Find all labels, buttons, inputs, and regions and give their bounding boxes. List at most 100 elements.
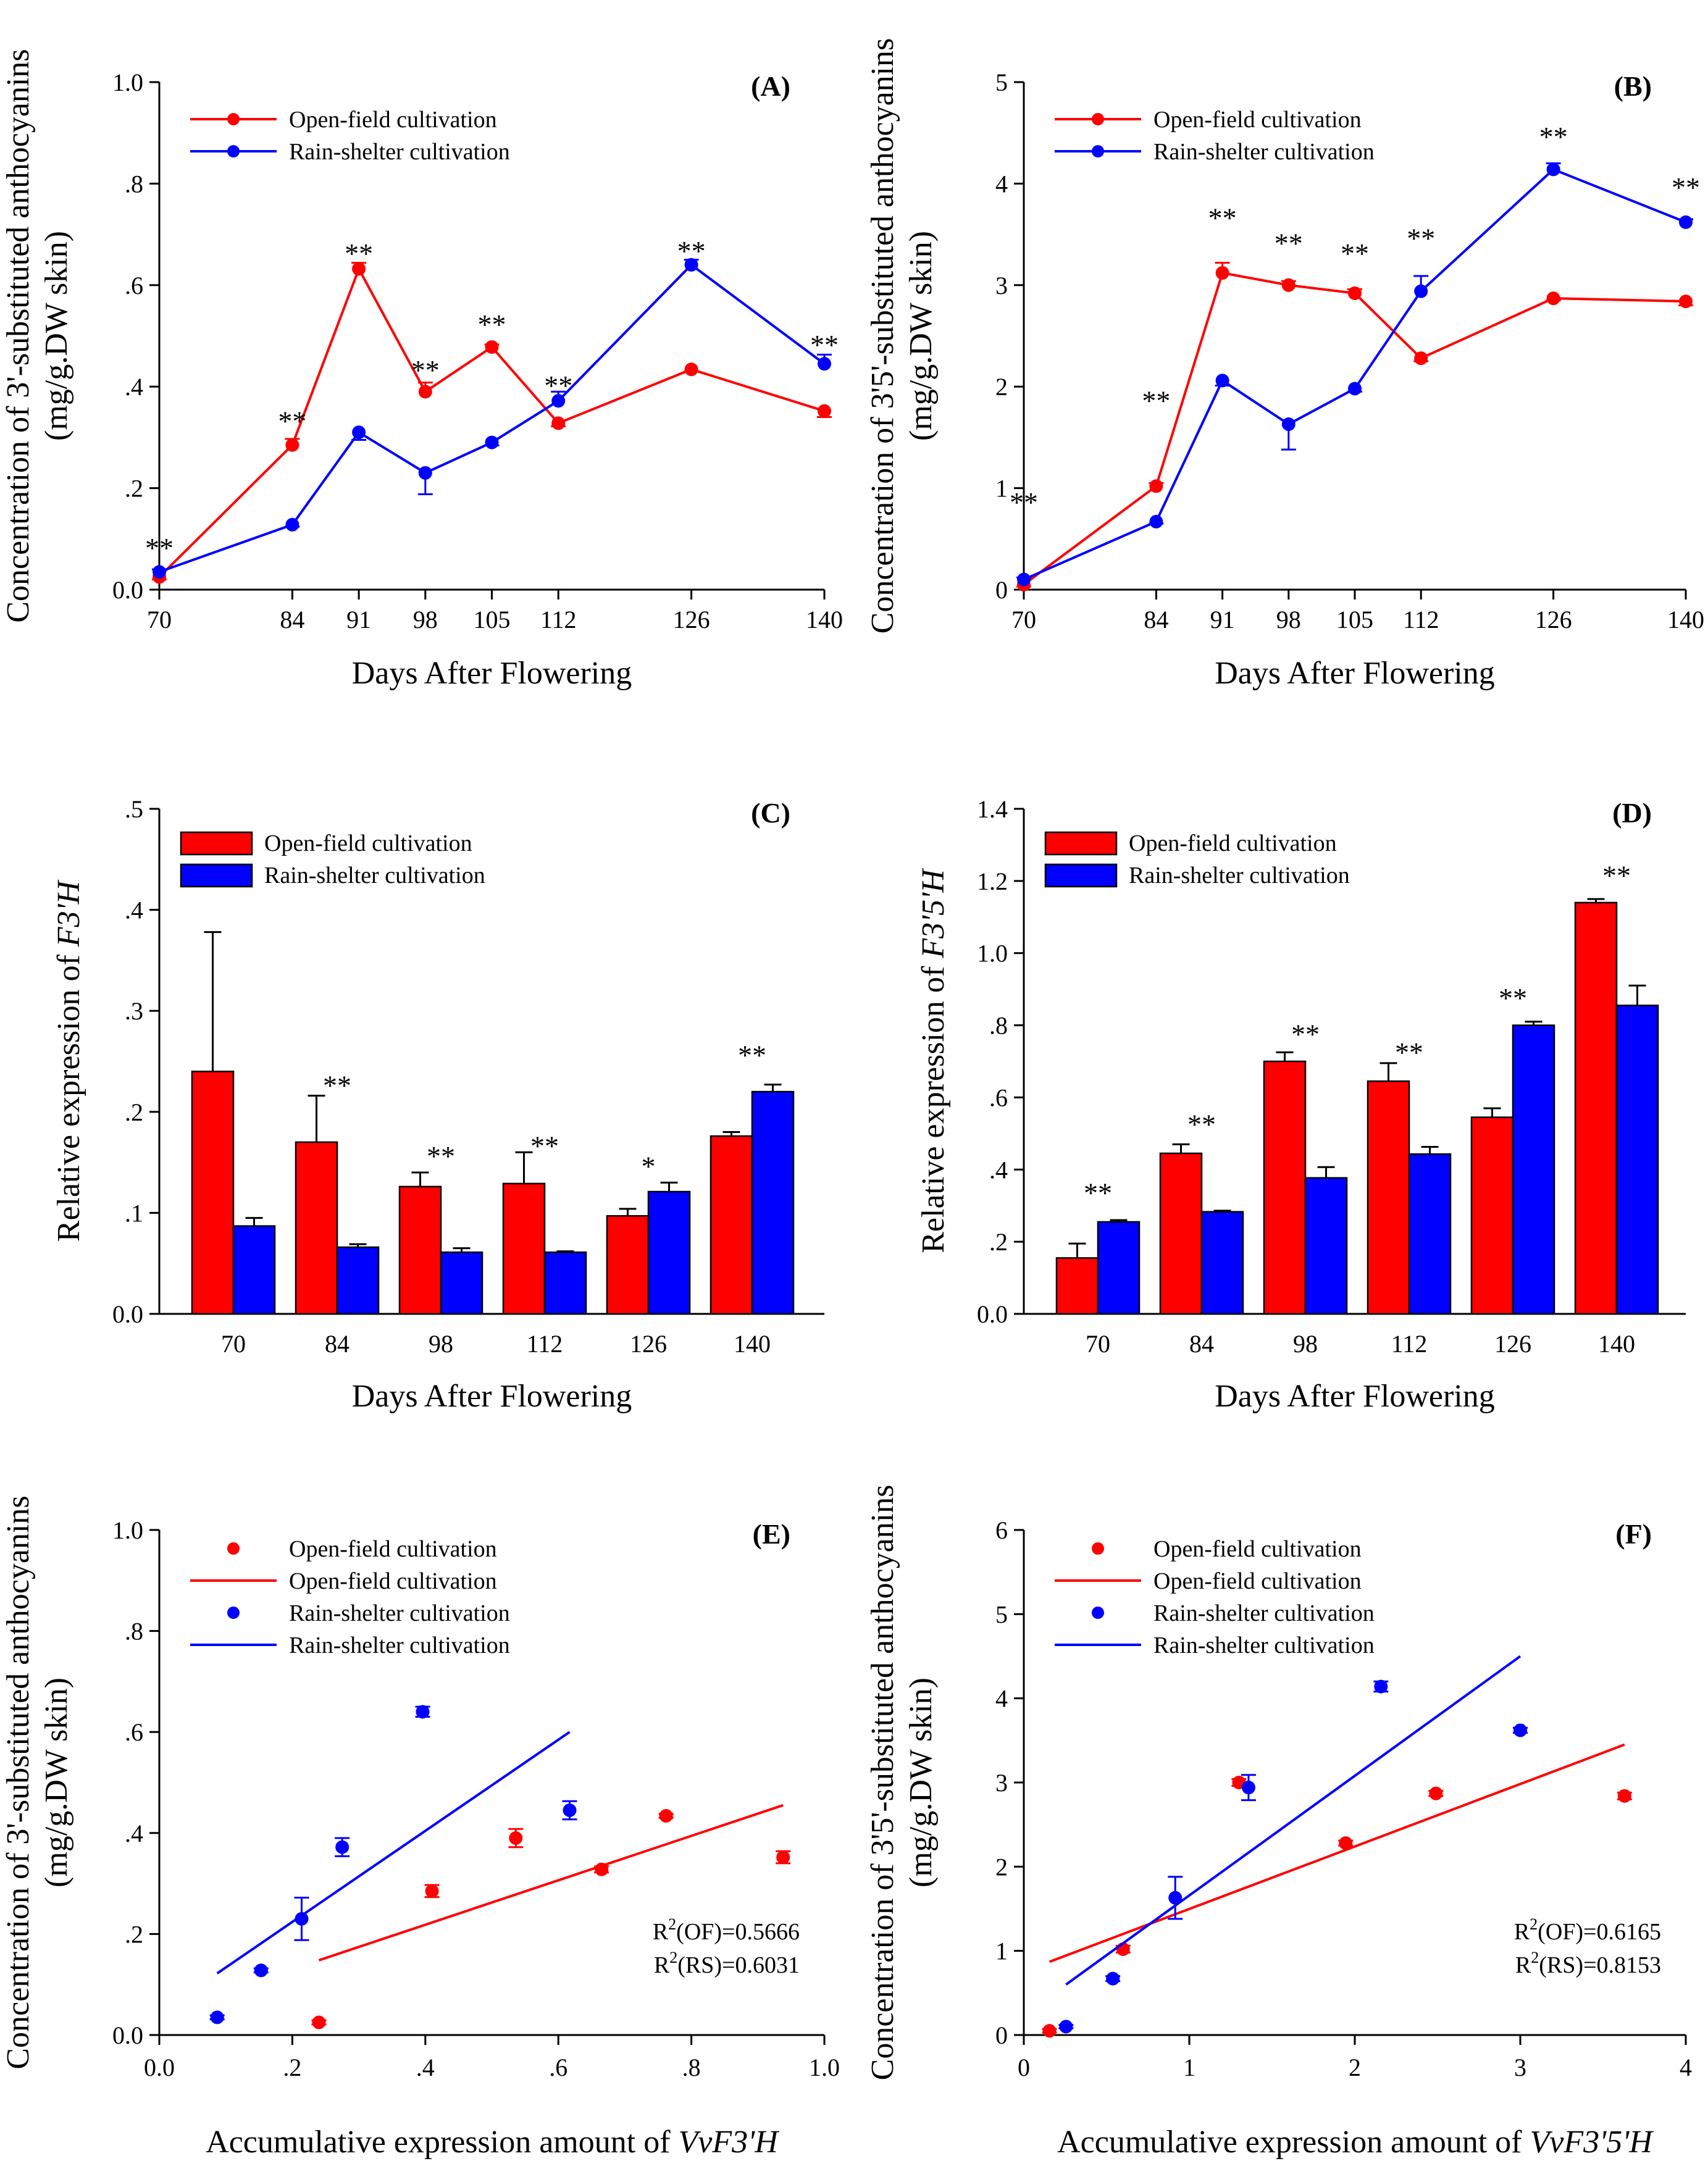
bar-open_field <box>1055 1257 1099 1315</box>
data-point-rain_shelter <box>1017 572 1031 587</box>
legend-label-open_field: Open-field cultivation <box>264 830 472 856</box>
y-tick-label: 1.2 <box>977 867 1008 895</box>
significance-marker: ** <box>1602 859 1631 891</box>
bar-open_field <box>502 1182 546 1315</box>
data-point-open_field <box>1215 266 1229 280</box>
data-point-open_field <box>595 1862 609 1876</box>
y-axis-title: Relative expression of F3'5'H <box>916 868 951 1253</box>
x-axis-title: Days After Flowering <box>1215 1379 1494 1414</box>
bar-rain_shelter <box>336 1246 380 1315</box>
legend-marker-open_field <box>227 1542 240 1555</box>
x-axis-title: Accumulative expression amount of VvF3'H <box>206 2125 779 2160</box>
y-tick-label: .6 <box>989 1084 1008 1111</box>
y-tick-label: .8 <box>989 1012 1008 1040</box>
significance-marker: ** <box>1010 487 1038 518</box>
data-point-rain_shelter <box>1059 2020 1073 2034</box>
y-tick-label: 5 <box>995 1600 1008 1628</box>
significance-marker: ** <box>278 405 306 437</box>
data-point-open_field <box>509 1831 523 1845</box>
r-squared-exp: 2 <box>1530 1915 1538 1933</box>
y-tick-label: 0 <box>995 2021 1008 2049</box>
x-tick-label: 1.0 <box>809 2054 840 2081</box>
y-tick-label: 0.0 <box>112 1300 143 1328</box>
y-tick-label: 3 <box>995 272 1008 299</box>
panel-C: 0.0 .1 .2 .3 .4 .5 70 84 98 112 126 140 Days After F… <box>51 795 824 1414</box>
data-point-open_field <box>1414 351 1428 366</box>
data-point-open_field <box>1679 295 1693 309</box>
x-axis-title: Days After Flowering <box>1215 656 1494 691</box>
y-axis-unit: (mg/g.DW skin) <box>903 1678 939 1887</box>
data-point-open_field <box>485 340 499 354</box>
bar-rain_shelter <box>751 1090 795 1315</box>
x-axis-title-gene: VvF3'H <box>679 2125 780 2160</box>
significance-marker: ** <box>145 532 174 564</box>
y-axis-title-text: Relative expression of <box>916 958 951 1253</box>
data-point-open_field <box>684 362 698 377</box>
data-point-open_field <box>818 404 831 418</box>
r-squared-label: R2(RS)=0.6031 <box>654 1949 800 1978</box>
data-point-open_field <box>1617 1789 1631 1803</box>
y-tick-label: 5 <box>995 69 1008 96</box>
x-tick-label: 84 <box>280 606 304 633</box>
legend-label-rain_shelter: Rain-shelter cultivation <box>289 1632 510 1658</box>
series-line-open_field <box>158 265 825 578</box>
r-squared-value: (OF)=0.5666 <box>676 1919 800 1945</box>
r-squared-exp: 2 <box>669 1949 677 1966</box>
bar-rain_shelter <box>1304 1177 1348 1315</box>
x-tick-label: 1 <box>1183 2054 1195 2081</box>
data-point-open_field <box>1429 1786 1443 1800</box>
panel-D: 0.0 .2 .4 .6 .8 1.0 1.2 1.4 70 84 98 112 126 140 Days … <box>916 795 1686 1414</box>
bar-open_field <box>1159 1152 1203 1315</box>
data-point-rain_shelter <box>1374 1679 1388 1694</box>
significance-marker: ** <box>810 329 839 361</box>
y-tick-label: 0 <box>995 576 1008 604</box>
data-point-rain_shelter <box>335 1840 350 1854</box>
y-axis-unit: (mg/g.DW skin) <box>39 1678 74 1887</box>
legend-marker-rain_shelter <box>1092 1607 1104 1619</box>
significance-marker: * <box>642 1150 656 1182</box>
legend-label-rain_shelter: Rain-shelter cultivation <box>264 863 485 888</box>
bar-rain_shelter <box>1097 1221 1141 1315</box>
y-tick-label: 1 <box>995 475 1008 503</box>
y-tick-label: .2 <box>989 1228 1008 1256</box>
y-axis-title-text: Relative expression of <box>51 947 86 1242</box>
y-tick-label: .2 <box>125 1098 143 1126</box>
data-point-rain_shelter <box>551 394 566 408</box>
x-axis-title-text: Accumulative expression amount of <box>206 2125 678 2160</box>
panel-label: (B) <box>1614 70 1652 102</box>
r-squared-value: (OF)=0.6165 <box>1538 1919 1661 1945</box>
x-tick-label: 140 <box>1667 606 1704 633</box>
data-point-rain_shelter <box>818 357 831 371</box>
r-squared-R: R <box>654 1952 670 1978</box>
x-tick-label: 70 <box>147 606 172 633</box>
y-tick-label: .6 <box>125 272 143 299</box>
r-squared-R: R <box>653 1919 669 1945</box>
x-tick-label: 126 <box>1535 606 1572 633</box>
data-point-rain_shelter <box>285 517 299 532</box>
bar-rain_shelter <box>1512 1024 1555 1315</box>
y-axis-unit: (mg/g.DW skin) <box>903 231 939 441</box>
legend-label-open_field: Open-field cultivation <box>289 1568 497 1594</box>
bar-rain_shelter <box>1200 1211 1244 1315</box>
x-tick-label: 98 <box>429 1330 453 1358</box>
data-point-rain_shelter <box>1348 382 1362 396</box>
legend-swatch-open_field <box>180 831 253 856</box>
x-tick-label: .6 <box>549 2054 567 2081</box>
data-point-rain_shelter <box>416 1705 430 1719</box>
r-squared-R: R <box>1515 1952 1531 1978</box>
y-tick-label: 1.0 <box>112 69 143 96</box>
x-tick-label: 84 <box>325 1330 350 1358</box>
significance-marker: ** <box>1208 203 1237 234</box>
panel-B: 0 1 2 3 4 5 70 84 91 98 105 112 126 140 Days After Flo… <box>865 38 1704 691</box>
significance-marker: ** <box>1395 1037 1423 1068</box>
x-axis-title-text: Accumulative expression amount of <box>1057 2125 1530 2160</box>
data-point-rain_shelter <box>1679 215 1693 229</box>
panel-label: (C) <box>751 797 790 829</box>
bar-open_field <box>191 1071 235 1315</box>
panel-label: (F) <box>1615 1518 1652 1550</box>
y-tick-label: .2 <box>125 475 143 503</box>
bar-open_field <box>606 1215 650 1315</box>
x-tick-label: 112 <box>540 606 577 633</box>
r-squared-label: R2(OF)=0.5666 <box>653 1915 800 1945</box>
y-tick-label: .4 <box>125 1820 143 1847</box>
